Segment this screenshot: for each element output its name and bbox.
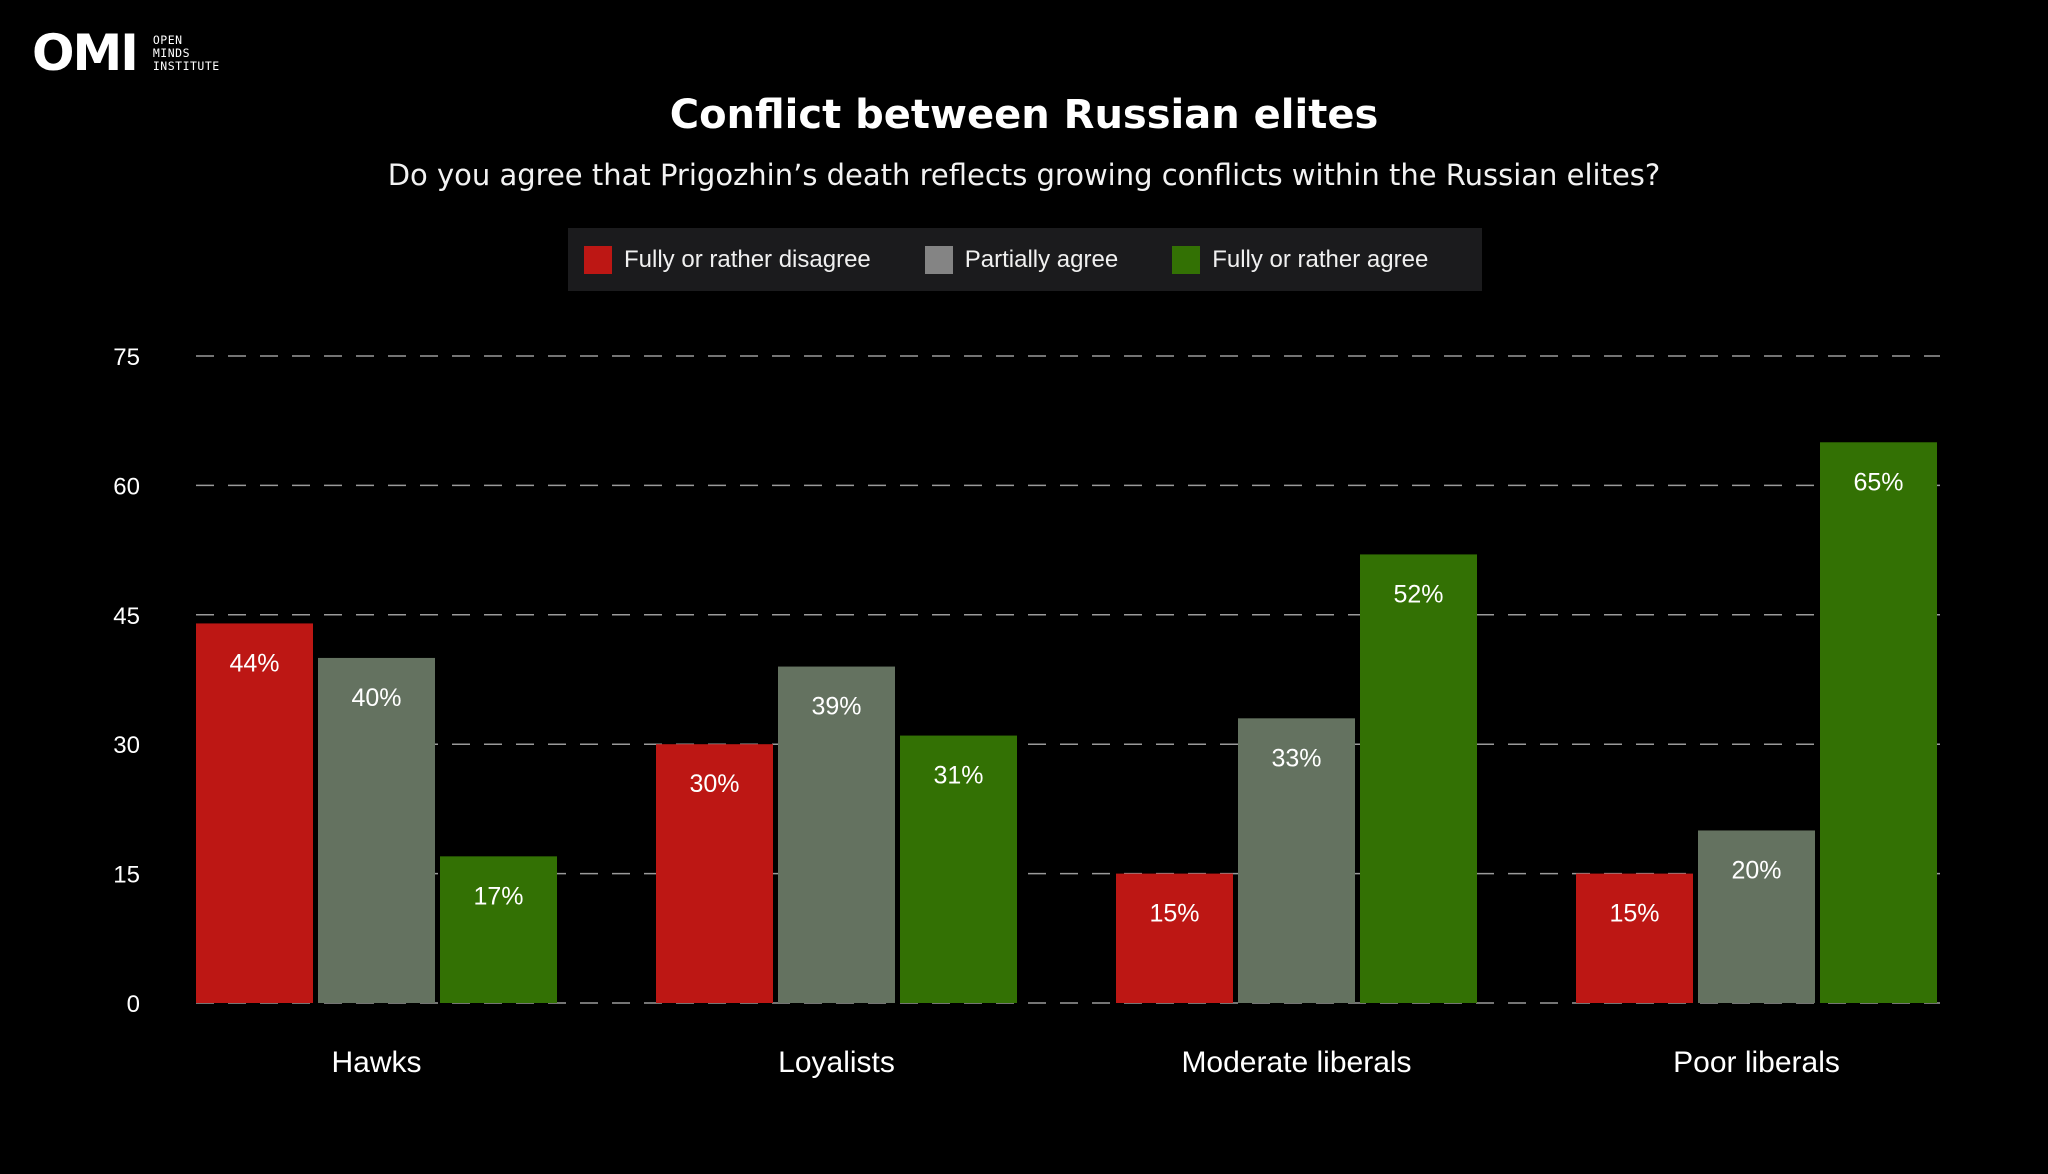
bar-poor-liberals-disagree bbox=[1576, 873, 1693, 1003]
y-tick-label-60: 60 bbox=[113, 473, 140, 500]
bar-hawks-agree bbox=[440, 856, 557, 1003]
data-label-loyalists-partial: 39% bbox=[811, 693, 861, 721]
legend-item-agree: Fully or rather agree bbox=[1172, 245, 1429, 274]
y-tick-label-45: 45 bbox=[113, 603, 140, 630]
data-label-moderate-liberals-disagree: 15% bbox=[1149, 900, 1199, 928]
bar-hawks-partial bbox=[318, 657, 435, 1003]
legend-label-disagree: Fully or rather disagree bbox=[624, 245, 871, 273]
y-tick-label-15: 15 bbox=[113, 862, 140, 889]
data-label-moderate-liberals-agree: 52% bbox=[1393, 580, 1443, 608]
legend-item-disagree: Fully or rather disagree bbox=[584, 245, 871, 274]
bar-poor-liberals-agree bbox=[1820, 442, 1937, 1003]
omi-logo: OMI OPEN MINDS INSTITUTE bbox=[32, 28, 220, 78]
data-label-loyalists-agree: 31% bbox=[933, 762, 983, 790]
y-tick-label-30: 30 bbox=[113, 732, 140, 759]
logo-mark: OMI bbox=[32, 24, 139, 82]
x-category-label-moderate-liberals: Moderate liberals bbox=[1181, 1046, 1411, 1079]
data-label-poor-liberals-partial: 20% bbox=[1731, 856, 1781, 884]
x-category-label-poor-liberals: Poor liberals bbox=[1673, 1046, 1840, 1079]
logo-line-open: OPEN bbox=[152, 32, 183, 47]
data-label-hawks-disagree: 44% bbox=[229, 649, 279, 677]
data-label-poor-liberals-agree: 65% bbox=[1853, 468, 1903, 496]
logo-line-institute: INSTITUTE bbox=[152, 58, 220, 73]
data-label-hawks-agree: 17% bbox=[473, 882, 523, 910]
bar-moderate-liberals-disagree bbox=[1116, 873, 1233, 1003]
chart-title: Conflict between Russian elites bbox=[669, 92, 1379, 138]
legend-item-partial: Partially agree bbox=[924, 245, 1119, 274]
data-label-hawks-partial: 40% bbox=[351, 684, 401, 712]
data-label-loyalists-disagree: 30% bbox=[689, 770, 739, 798]
y-tick-label-0: 0 bbox=[127, 991, 140, 1018]
x-category-label-loyalists: Loyalists bbox=[778, 1046, 895, 1079]
bar-moderate-liberals-partial bbox=[1238, 718, 1355, 1003]
bar-poor-liberals-partial bbox=[1698, 830, 1815, 1003]
legend-label-agree: Fully or rather agree bbox=[1212, 245, 1429, 273]
bar-loyalists-disagree bbox=[656, 744, 773, 1003]
legend-label-partial: Partially agree bbox=[964, 245, 1119, 273]
x-category-label-hawks: Hawks bbox=[331, 1046, 421, 1079]
logo-text: OPEN MINDS INSTITUTE bbox=[152, 32, 220, 73]
chart-subtitle: Do you agree that Prigozhin’s death refl… bbox=[387, 158, 1661, 192]
legend: Fully or rather disagree Partially agree… bbox=[568, 228, 1482, 291]
bar-moderate-liberals-agree bbox=[1360, 554, 1477, 1003]
legend-swatch-partial bbox=[924, 245, 953, 274]
logo-line-minds: MINDS bbox=[152, 45, 190, 60]
data-label-moderate-liberals-partial: 33% bbox=[1271, 744, 1321, 772]
bar-loyalists-agree bbox=[900, 735, 1017, 1003]
legend-swatch-agree bbox=[1172, 245, 1201, 274]
bar-hawks-disagree bbox=[196, 623, 313, 1003]
data-label-poor-liberals-disagree: 15% bbox=[1609, 900, 1659, 928]
bar-loyalists-partial bbox=[778, 666, 895, 1003]
y-tick-label-75: 75 bbox=[113, 344, 140, 371]
legend-swatch-disagree bbox=[584, 245, 612, 274]
